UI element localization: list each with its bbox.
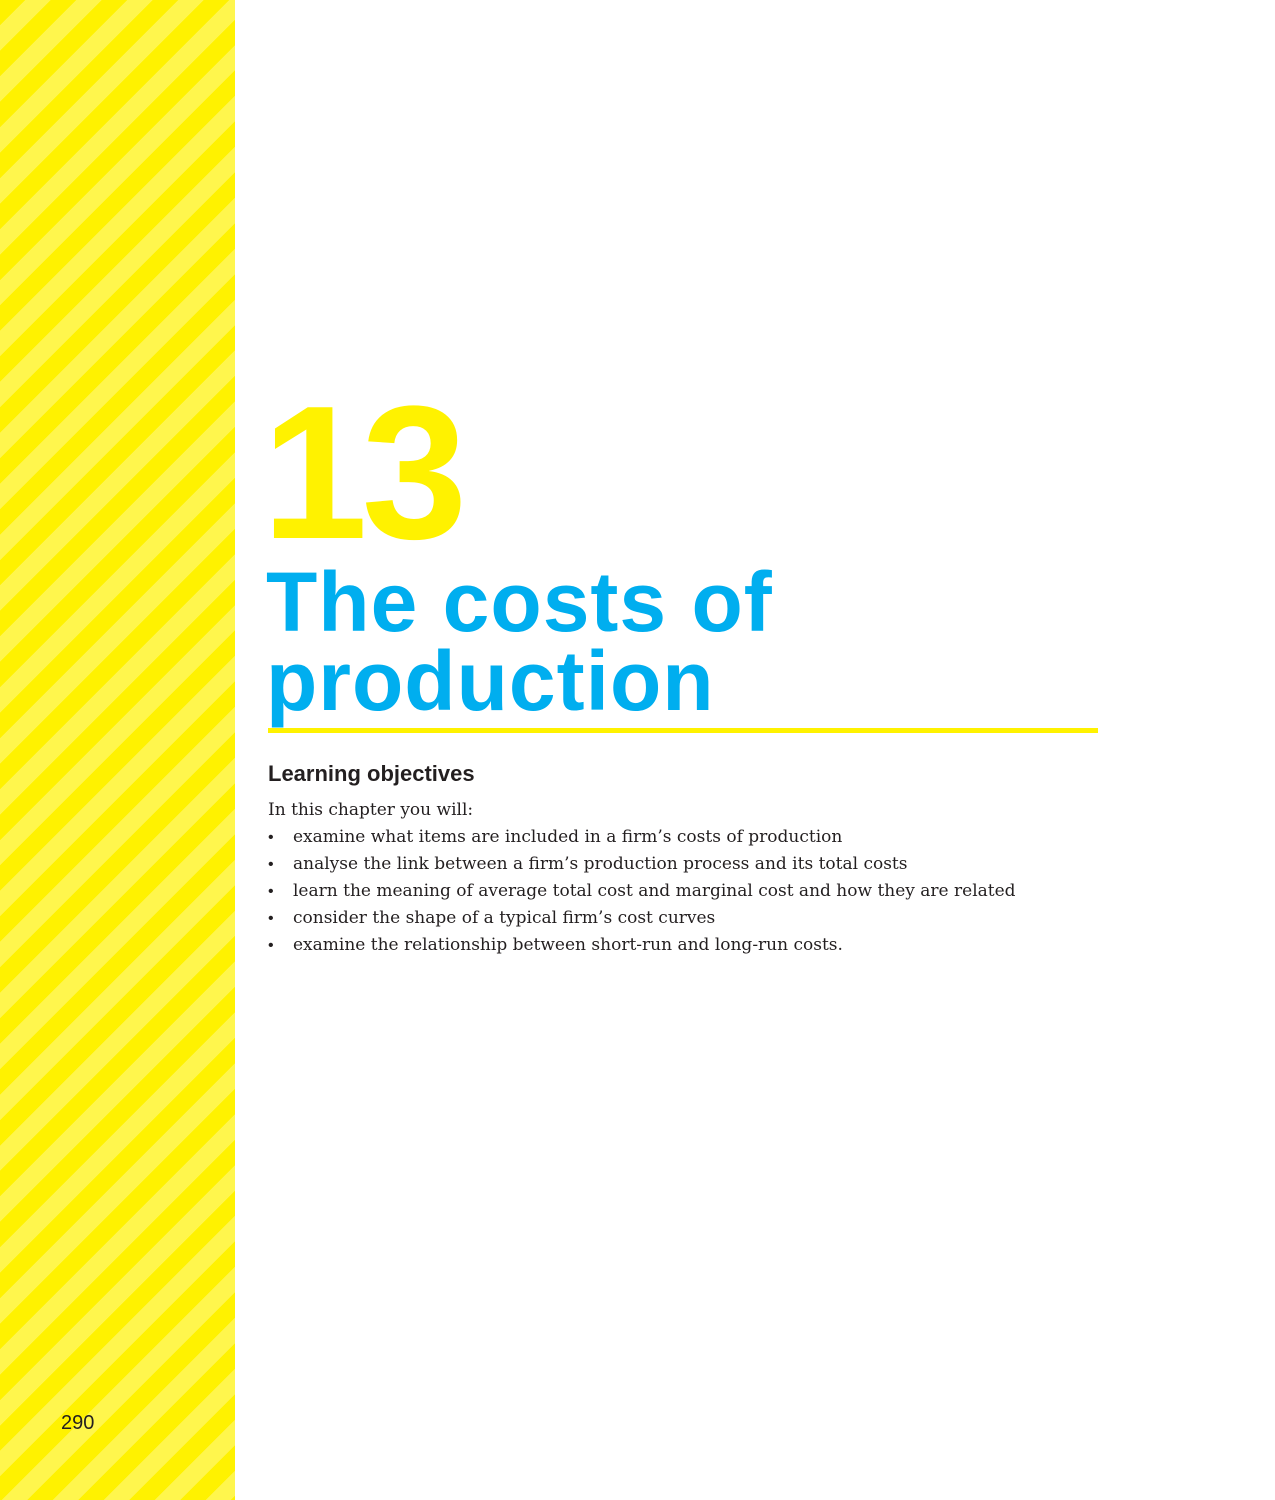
list-item: • analyse the link between a firm’s prod… [268, 851, 1088, 878]
learning-objectives-list: • examine what items are included in a f… [268, 824, 1088, 959]
bullet-icon: • [268, 937, 274, 954]
objective-text: examine the relationship between short-r… [293, 935, 843, 955]
objective-text: examine what items are included in a fir… [293, 827, 843, 847]
striped-side-band [0, 0, 235, 1500]
bullet-icon: • [268, 856, 274, 873]
learning-objectives-intro: In this chapter you will: [268, 800, 474, 820]
list-item: • learn the meaning of average total cos… [268, 878, 1088, 905]
objective-text: analyse the link between a firm’s produc… [293, 854, 908, 874]
bullet-icon: • [268, 829, 274, 846]
page-number: 290 [61, 1412, 95, 1434]
list-item: • consider the shape of a typical firm’s… [268, 905, 1088, 932]
chapter-title: The costs of production [266, 555, 773, 728]
objective-text: learn the meaning of average total cost … [293, 881, 1016, 901]
chapter-number: 13 [262, 367, 467, 579]
objective-text: consider the shape of a typical firm’s c… [293, 908, 716, 928]
list-item: • examine the relationship between short… [268, 932, 1088, 959]
learning-objectives-heading: Learning objectives [268, 761, 475, 786]
list-item: • examine what items are included in a f… [268, 824, 1088, 851]
bullet-icon: • [268, 883, 274, 900]
bullet-icon: • [268, 910, 274, 927]
title-underline-rule [268, 728, 1098, 733]
